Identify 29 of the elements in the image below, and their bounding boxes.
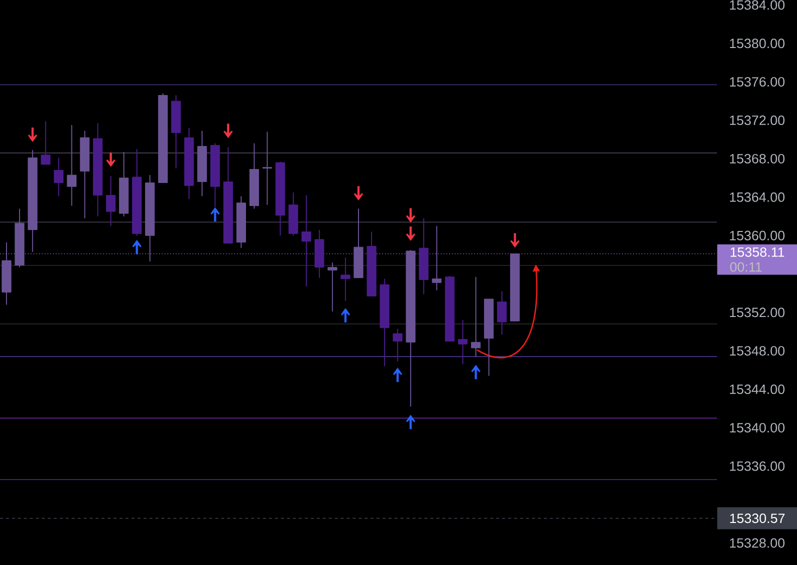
ref-line-label: 15358.11 (730, 247, 784, 257)
candlestick (54, 157, 64, 197)
candlestick (40, 120, 50, 165)
candlestick (458, 320, 468, 365)
candlestick (340, 257, 350, 302)
candlestick (106, 176, 116, 226)
candlestick (392, 328, 402, 362)
y-tick-label: 15364.00 (730, 192, 785, 202)
y-tick-label: 15372.00 (730, 116, 785, 126)
candlestick (262, 131, 272, 206)
y-tick-label: 15360.00 (730, 230, 785, 240)
ref-line-label: 15330.57 (730, 514, 785, 524)
y-tick-label: 15352.00 (730, 308, 785, 318)
y-tick-label: 15380.00 (730, 38, 785, 48)
y-tick-label: 15328.00 (730, 538, 785, 548)
candlestick (497, 290, 507, 336)
y-tick-label: 15368.00 (730, 154, 785, 164)
text: 00:11 (730, 262, 762, 272)
y-tick-label: 15344.00 (730, 384, 785, 394)
candlestick (432, 225, 442, 291)
candlestick (66, 124, 77, 206)
y-tick-label: 15348.00 (730, 346, 785, 356)
y-tick-label: 15340.00 (730, 422, 785, 432)
candlestick (302, 194, 312, 287)
y-tick-label: 15384.00 (730, 0, 785, 10)
y-tick-label: 15376.00 (730, 77, 785, 87)
candlestick (328, 262, 338, 312)
candlestick (471, 276, 481, 358)
y-tick-label: 15336.00 (730, 461, 785, 471)
